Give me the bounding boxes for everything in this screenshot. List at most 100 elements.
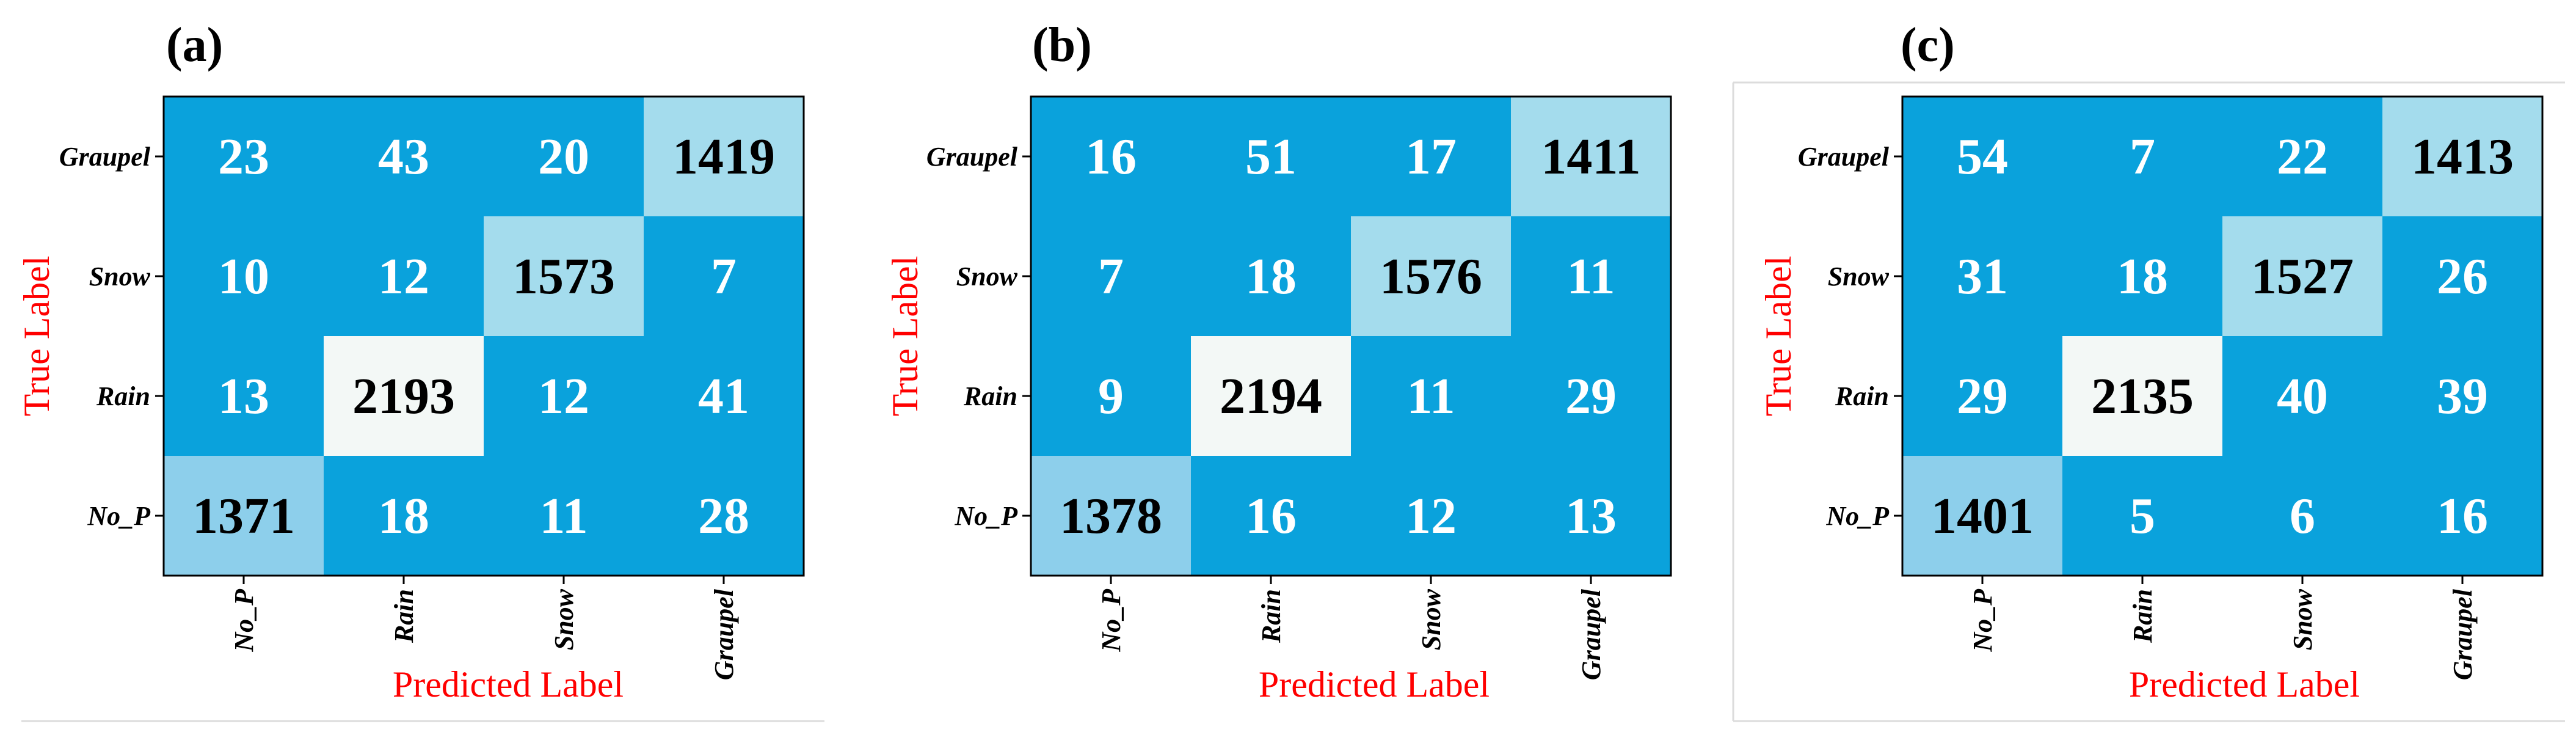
cell-value-label: 39 — [2437, 368, 2488, 425]
confusion-matrix-panel-b: (b) 16 51 17 1411 7 18 1576 11 9 2194 11 29 1378 16 12 1… — [885, 18, 1672, 705]
x-tick-label: Graupel — [709, 588, 739, 680]
cell-value-label: 26 — [2437, 248, 2488, 305]
panel-letter: (a) — [166, 18, 223, 72]
x-tick-label: Graupel — [1576, 588, 1606, 680]
heatmap-cell — [1351, 216, 1511, 336]
cell-value-label: 1401 — [1931, 488, 2034, 544]
y-axis-title: True Label — [1758, 256, 1799, 417]
heatmap-cell — [1351, 336, 1511, 456]
heatmap-cell — [484, 336, 644, 456]
cell-value-label: 54 — [1957, 128, 2008, 185]
heatmap-cell — [1031, 97, 1191, 216]
x-tick-label: Snow — [2288, 588, 2318, 650]
cell-value-label: 20 — [538, 128, 589, 185]
cell-value-label: 41 — [698, 368, 749, 425]
heatmap-cell — [1191, 336, 1351, 456]
matrix-frame — [1030, 95, 1672, 577]
cell-value-label: 29 — [1957, 368, 2008, 425]
x-tick-label: No_P — [1968, 588, 1998, 653]
matrix-frame — [1901, 95, 2544, 577]
y-tick-label: Snow — [89, 262, 151, 291]
y-tick-label: Graupel — [59, 142, 151, 172]
y-tick-label: Snow — [956, 262, 1018, 291]
heatmap-cell — [2062, 336, 2222, 456]
cell-value-label: 13 — [218, 368, 269, 425]
x-axis-title: Predicted Label — [393, 664, 624, 705]
heatmap-cell — [1191, 456, 1351, 576]
heatmap-cell — [324, 216, 484, 336]
cell-value-label: 5 — [2130, 488, 2155, 544]
confusion-matrix-panel-a: (a) 23 43 20 1419 10 12 1573 7 13 2193 12 41 1371 18 11… — [16, 18, 824, 722]
panel-letter: (b) — [1032, 18, 1092, 72]
cell-value-label: 12 — [378, 248, 429, 305]
y-tick-label: Rain — [96, 381, 150, 411]
cell-value-label: 1576 — [1380, 248, 1482, 305]
heatmap-cell — [324, 336, 484, 456]
heatmap-cell — [1191, 97, 1351, 216]
cell-value-label: 12 — [1405, 488, 1457, 544]
heatmap-cell — [1902, 456, 2062, 576]
heatmap-cell — [1031, 456, 1191, 576]
heatmap-cell — [164, 216, 324, 336]
heatmap-cell — [1511, 456, 1671, 576]
heatmap-cell — [164, 97, 324, 216]
y-tick-label: Rain — [1835, 381, 1889, 411]
cell-value-label: 1371 — [192, 488, 295, 544]
x-tick-label: Rain — [2128, 589, 2158, 643]
heatmap-cell — [1902, 336, 2062, 456]
cell-value-label: 1573 — [512, 248, 615, 305]
heatmap-cell — [324, 97, 484, 216]
cell-value-label: 1411 — [1541, 128, 1640, 185]
cell-value-label: 7 — [2130, 128, 2155, 185]
heatmap-cell — [2382, 97, 2542, 216]
y-axis-title: True Label — [885, 256, 925, 417]
heatmap-cell — [2382, 456, 2542, 576]
cell-value-label: 2194 — [1220, 368, 1322, 425]
cell-value-label: 1413 — [2411, 128, 2514, 185]
cell-value-label: 11 — [539, 488, 588, 544]
y-axis-title: True Label — [16, 256, 57, 417]
cell-value-label: 28 — [698, 488, 749, 544]
cell-value-label: 1527 — [2251, 248, 2354, 305]
x-axis-title: Predicted Label — [2129, 664, 2360, 705]
cell-value-label: 1378 — [1060, 488, 1162, 544]
heatmap-cell — [1351, 456, 1511, 576]
cell-value-label: 2193 — [352, 368, 455, 425]
heatmap-cell — [1902, 216, 2062, 336]
heatmap-cell — [2222, 97, 2382, 216]
cell-value-label: 43 — [378, 128, 429, 185]
cell-value-label: 17 — [1405, 128, 1457, 185]
cell-value-label: 6 — [2290, 488, 2315, 544]
heatmap-cell — [1351, 97, 1511, 216]
heatmap-cell — [484, 97, 644, 216]
heatmap-cell — [1511, 336, 1671, 456]
heatmap-cell — [484, 216, 644, 336]
cell-value-label: 9 — [1098, 368, 1124, 425]
heatmap-cell — [1031, 216, 1191, 336]
heatmap-cell — [644, 336, 804, 456]
cell-value-label: 18 — [2117, 248, 2168, 305]
cell-value-label: 29 — [1565, 368, 1617, 425]
x-tick-label: Snow — [1416, 588, 1446, 650]
heatmap-cell — [2222, 216, 2382, 336]
y-tick-label: Rain — [963, 381, 1017, 411]
heatmap-cell — [1191, 216, 1351, 336]
heatmap-cell — [164, 336, 324, 456]
y-tick-label: Graupel — [1798, 142, 1890, 172]
x-tick-label: No_P — [1096, 588, 1126, 653]
cell-value-label: 51 — [1245, 128, 1297, 185]
cell-value-label: 22 — [2277, 128, 2328, 185]
heatmap-cell — [2382, 216, 2542, 336]
heatmap-cell — [2062, 97, 2222, 216]
heatmap-cell — [2222, 456, 2382, 576]
cell-value-label: 18 — [1245, 248, 1297, 305]
x-tick-label: Graupel — [2448, 588, 2478, 680]
matrix-frame — [162, 95, 805, 577]
heatmap-cell — [644, 456, 804, 576]
cell-value-label: 23 — [218, 128, 269, 185]
heatmap-cell — [1902, 97, 2062, 216]
heatmap-cell — [164, 456, 324, 576]
heatmap-cell — [1031, 336, 1191, 456]
cell-value-label: 11 — [1406, 368, 1455, 425]
x-tick-label: Rain — [1256, 589, 1286, 643]
